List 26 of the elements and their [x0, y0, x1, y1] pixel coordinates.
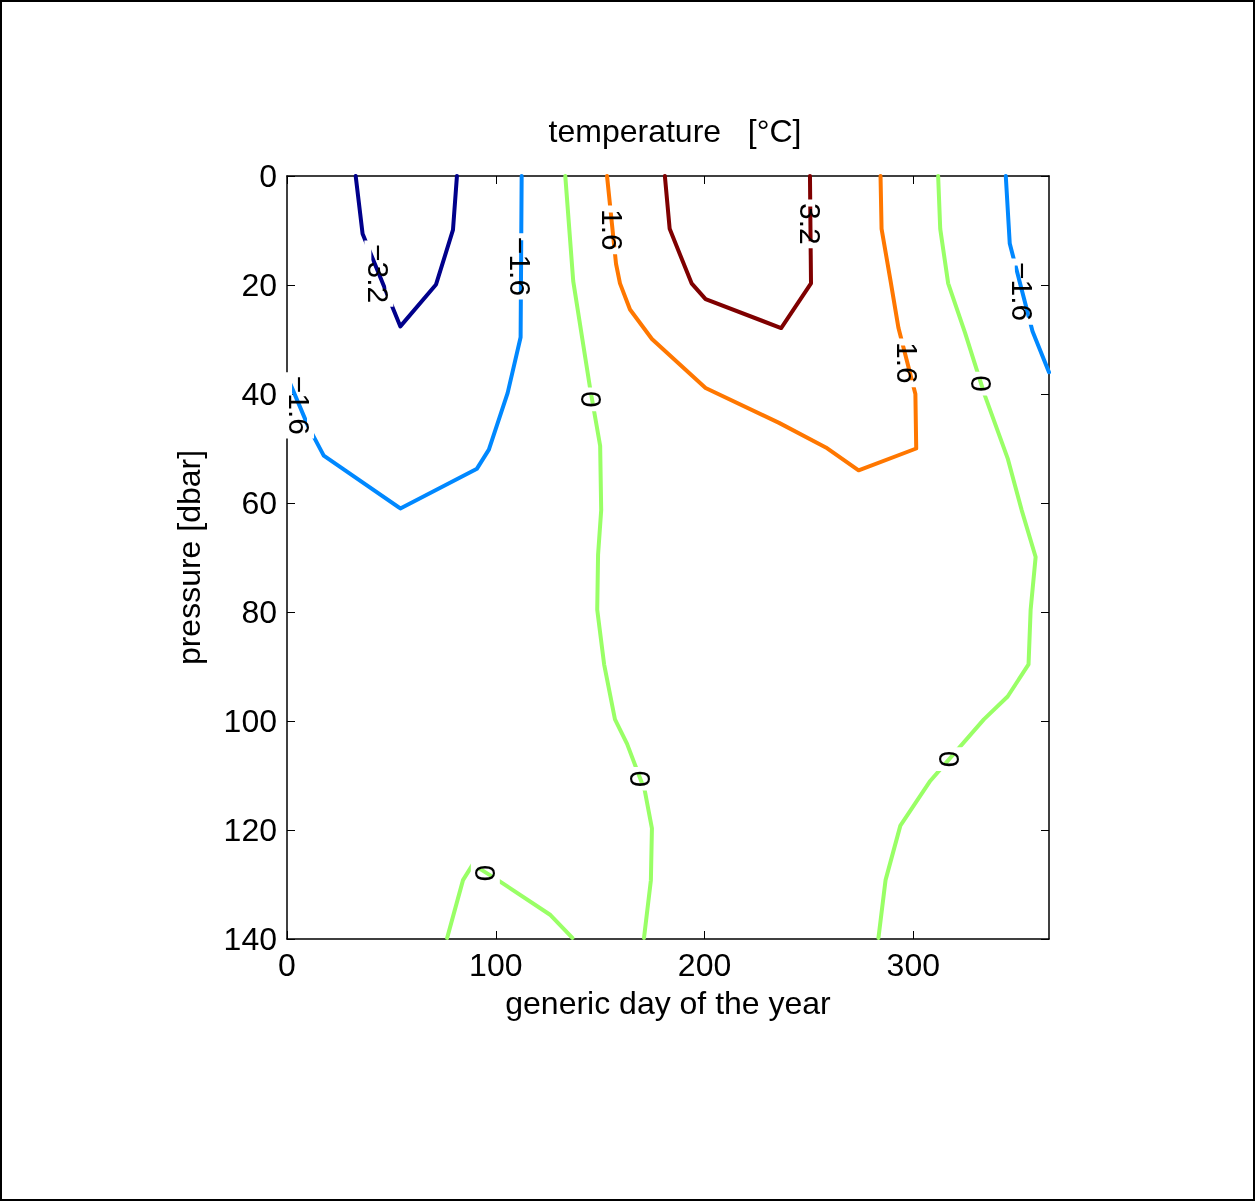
- annotation: 0: [468, 864, 502, 882]
- annotation: 1.6: [595, 209, 629, 251]
- y-tick-label: 0: [259, 158, 277, 194]
- y-tick-label: 20: [241, 267, 277, 303]
- annotation: 0: [964, 375, 998, 392]
- annotation: −1.6: [283, 375, 317, 436]
- annotation: −1.6: [1005, 261, 1039, 322]
- annotation: 0: [932, 750, 966, 768]
- x-tick-label: 100: [469, 947, 523, 983]
- annotation: −1.6: [504, 236, 538, 297]
- y-tick-label: 60: [241, 485, 277, 521]
- annotation: 0: [575, 391, 609, 408]
- y-tick-label: 40: [241, 376, 277, 412]
- y-axis-title: pressure [dbar]: [171, 449, 207, 666]
- y-tick-label: 100: [223, 703, 277, 739]
- annotation: −3.2: [362, 243, 396, 304]
- x-axis-title: generic day of the year: [505, 985, 832, 1021]
- x-tick-label: 200: [677, 947, 732, 983]
- annotation: 0: [623, 770, 657, 788]
- y-tick-label: 80: [241, 594, 277, 630]
- annotation: 3.2: [794, 203, 828, 245]
- chart-title: temperature [°C]: [548, 113, 802, 149]
- y-tick-label: 120: [223, 812, 277, 848]
- y-tick-label: 140: [223, 921, 277, 957]
- x-tick-label: 300: [886, 947, 940, 983]
- annotation: 1.6: [890, 342, 924, 384]
